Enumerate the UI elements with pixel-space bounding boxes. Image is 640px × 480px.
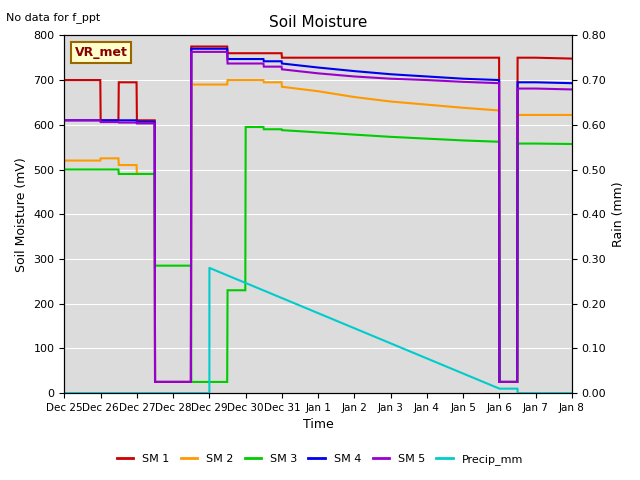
Title: Soil Moisture: Soil Moisture xyxy=(269,15,367,30)
Y-axis label: Rain (mm): Rain (mm) xyxy=(612,181,625,247)
Text: VR_met: VR_met xyxy=(74,46,127,59)
Legend: SM 1, SM 2, SM 3, SM 4, SM 5, Precip_mm: SM 1, SM 2, SM 3, SM 4, SM 5, Precip_mm xyxy=(112,450,528,469)
X-axis label: Time: Time xyxy=(303,419,333,432)
Text: No data for f_ppt: No data for f_ppt xyxy=(6,12,100,23)
Y-axis label: Soil Moisture (mV): Soil Moisture (mV) xyxy=(15,157,28,272)
